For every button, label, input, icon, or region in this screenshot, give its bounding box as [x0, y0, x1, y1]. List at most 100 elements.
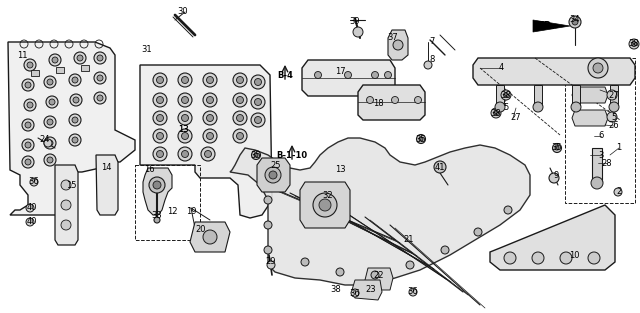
Circle shape — [182, 151, 189, 157]
Text: 17: 17 — [335, 66, 346, 75]
Circle shape — [49, 54, 61, 66]
Circle shape — [264, 221, 272, 229]
Circle shape — [153, 111, 167, 125]
Circle shape — [301, 258, 309, 266]
Polygon shape — [257, 158, 290, 192]
Circle shape — [44, 154, 56, 166]
Text: 30: 30 — [178, 8, 188, 17]
Circle shape — [47, 157, 53, 163]
Text: 5: 5 — [504, 104, 509, 112]
Circle shape — [44, 139, 52, 147]
Circle shape — [182, 132, 189, 140]
Polygon shape — [365, 268, 393, 290]
Circle shape — [237, 115, 243, 121]
Circle shape — [632, 42, 637, 47]
Polygon shape — [572, 110, 608, 126]
Circle shape — [47, 140, 53, 146]
Circle shape — [264, 246, 272, 254]
Circle shape — [233, 93, 247, 107]
Circle shape — [203, 73, 217, 87]
Text: 1: 1 — [616, 143, 621, 152]
Circle shape — [392, 96, 399, 104]
Text: 38: 38 — [491, 109, 501, 117]
Circle shape — [251, 75, 265, 89]
Circle shape — [607, 112, 617, 122]
Text: 26: 26 — [609, 121, 620, 131]
Text: 27: 27 — [609, 90, 620, 100]
Circle shape — [157, 96, 163, 104]
Text: 38: 38 — [500, 90, 511, 100]
Text: 22: 22 — [374, 270, 384, 280]
Polygon shape — [55, 165, 78, 245]
Circle shape — [44, 76, 56, 88]
Circle shape — [533, 102, 543, 112]
Circle shape — [393, 40, 403, 50]
Circle shape — [237, 132, 243, 140]
Circle shape — [267, 261, 275, 269]
Circle shape — [409, 288, 417, 296]
Circle shape — [203, 93, 217, 107]
Polygon shape — [358, 85, 425, 120]
Circle shape — [493, 110, 499, 115]
Circle shape — [27, 102, 33, 108]
Circle shape — [609, 102, 619, 112]
Circle shape — [255, 99, 262, 105]
Text: 23: 23 — [365, 285, 376, 294]
Text: 36: 36 — [349, 289, 360, 297]
Text: 19: 19 — [186, 208, 196, 217]
Circle shape — [593, 63, 603, 73]
Text: 29: 29 — [266, 256, 276, 265]
Circle shape — [252, 151, 260, 160]
Circle shape — [351, 289, 359, 297]
Circle shape — [178, 73, 192, 87]
Text: 20: 20 — [196, 225, 206, 234]
Circle shape — [588, 252, 600, 264]
Text: 16: 16 — [144, 166, 154, 175]
Circle shape — [385, 71, 392, 79]
Bar — [610, 85, 618, 107]
Circle shape — [26, 204, 34, 212]
Circle shape — [237, 76, 243, 84]
Polygon shape — [572, 87, 608, 103]
Text: 35: 35 — [416, 135, 426, 143]
Circle shape — [153, 129, 167, 143]
Circle shape — [72, 77, 78, 83]
Circle shape — [607, 90, 617, 100]
Circle shape — [237, 96, 243, 104]
Circle shape — [25, 82, 31, 88]
Text: 32: 32 — [323, 192, 333, 201]
Text: 24: 24 — [40, 136, 51, 145]
Polygon shape — [230, 138, 530, 285]
Circle shape — [203, 129, 217, 143]
Circle shape — [61, 200, 71, 210]
Circle shape — [313, 193, 337, 217]
Circle shape — [157, 151, 163, 157]
Polygon shape — [352, 280, 382, 300]
Text: 25: 25 — [271, 162, 281, 171]
Circle shape — [69, 74, 81, 86]
Text: 38: 38 — [628, 39, 639, 49]
Circle shape — [97, 55, 103, 61]
Bar — [81, 65, 89, 71]
Polygon shape — [96, 155, 118, 215]
Text: 34: 34 — [570, 16, 580, 24]
Circle shape — [27, 62, 33, 68]
Circle shape — [504, 252, 516, 264]
Bar — [572, 85, 580, 107]
Circle shape — [24, 99, 36, 111]
Circle shape — [44, 137, 56, 149]
Bar — [31, 70, 39, 76]
Circle shape — [629, 39, 639, 49]
Text: 36: 36 — [408, 288, 419, 296]
Circle shape — [571, 102, 581, 112]
Circle shape — [336, 268, 344, 276]
Text: 14: 14 — [100, 163, 111, 172]
Circle shape — [49, 99, 55, 105]
Text: 37: 37 — [388, 33, 398, 43]
Circle shape — [371, 71, 378, 79]
Circle shape — [72, 117, 78, 123]
Circle shape — [94, 92, 106, 104]
Text: 40: 40 — [27, 203, 37, 213]
Text: B-1-10: B-1-10 — [276, 151, 308, 160]
Circle shape — [555, 146, 559, 150]
